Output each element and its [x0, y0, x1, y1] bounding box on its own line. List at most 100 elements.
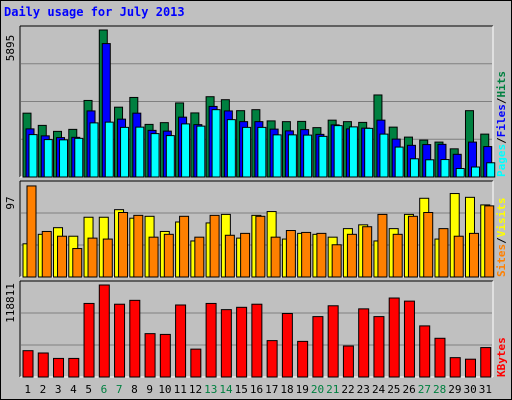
bar-kbytes-day-2 [37, 352, 49, 378]
bar-pages-day-10 [165, 135, 175, 178]
bar-pages-day-16 [257, 126, 267, 178]
x-tick-label-day-10: 10 [158, 383, 171, 396]
x-tick-label-day-26: 26 [402, 383, 415, 396]
bar-sites-day-10 [163, 233, 174, 278]
bar-sites-day-31 [484, 205, 495, 278]
bar-kbytes-day-12 [190, 348, 202, 378]
x-tick-label-day-23: 23 [357, 383, 370, 396]
legend-hits: Hits [495, 71, 508, 98]
bar-kbytes-day-28 [434, 337, 446, 378]
bar-kbytes-day-17 [266, 340, 278, 378]
legend-files: Files [495, 104, 508, 137]
x-tick-label-day-5: 5 [85, 383, 92, 396]
bar-kbytes-day-13 [205, 302, 217, 378]
bar-pages-day-20 [318, 135, 328, 178]
bar-kbytes-day-15 [236, 306, 248, 378]
bar-kbytes-day-4 [68, 357, 80, 378]
bar-pages-day-5 [89, 122, 99, 178]
legend-separator: / [495, 137, 508, 144]
bar-kbytes-day-26 [403, 300, 415, 378]
bar-sites-day-12 [194, 236, 205, 278]
bar-sites-day-4 [72, 248, 83, 278]
y-max-label-kbytes: 118811 [4, 283, 17, 323]
bar-kbytes-day-23 [358, 308, 370, 378]
bar-kbytes-day-6 [98, 284, 110, 378]
x-tick-label-day-6: 6 [101, 383, 108, 396]
bar-sites-day-21 [331, 244, 342, 278]
bar-sites-day-24 [377, 213, 388, 278]
bar-sites-day-17 [270, 236, 281, 278]
legend-separator: / [495, 97, 508, 104]
x-tick-label-day-13: 13 [204, 383, 217, 396]
bar-sites-day-6 [102, 238, 113, 278]
x-tick-label-day-4: 4 [70, 383, 77, 396]
bar-sites-day-15 [240, 232, 251, 278]
bar-sites-day-20 [316, 232, 327, 278]
bar-kbytes-day-22 [342, 345, 354, 378]
x-tick-label-day-9: 9 [146, 383, 153, 396]
x-tick-label-day-29: 29 [448, 383, 461, 396]
x-tick-label-day-30: 30 [463, 383, 476, 396]
bar-pages-day-19 [303, 134, 313, 178]
bar-kbytes-day-1 [22, 350, 34, 378]
x-tick-label-day-31: 31 [479, 383, 492, 396]
bar-kbytes-day-21 [327, 305, 339, 378]
bar-sites-day-29 [453, 235, 464, 278]
bar-kbytes-day-5 [83, 302, 95, 378]
legend-hits_files_pages: Pages/Files/Hits [495, 71, 508, 177]
bar-sites-day-14 [224, 234, 235, 278]
bar-pages-day-18 [287, 134, 297, 178]
bar-sites-day-30 [468, 232, 479, 278]
bar-kbytes-day-7 [114, 303, 126, 378]
bar-kbytes-day-27 [419, 325, 431, 378]
bar-sites-day-23 [362, 226, 373, 278]
y-max-label-hits_files_pages: 5895 [4, 35, 17, 62]
bar-kbytes-day-19 [297, 340, 309, 378]
bar-kbytes-day-30 [464, 358, 476, 378]
bar-pages-day-2 [43, 139, 53, 178]
x-tick-label-day-22: 22 [341, 383, 354, 396]
bar-sites-day-5 [87, 237, 98, 278]
bar-kbytes-day-24 [373, 316, 385, 378]
bar-sites-day-27 [423, 212, 434, 278]
bar-pages-day-24 [379, 133, 389, 178]
bar-pages-day-22 [348, 126, 358, 178]
bar-kbytes-day-29 [449, 357, 461, 378]
bar-pages-day-27 [425, 159, 435, 178]
bar-kbytes-day-14 [220, 309, 232, 378]
bar-sites-day-1 [26, 185, 37, 278]
bar-sites-day-7 [118, 212, 129, 278]
bar-pages-day-8 [135, 126, 145, 178]
legend-kbytes: KBytes [495, 337, 508, 377]
bar-sites-day-16 [255, 215, 266, 278]
bar-kbytes-day-31 [480, 347, 492, 378]
x-tick-label-day-16: 16 [250, 383, 263, 396]
bar-kbytes-day-18 [281, 313, 293, 378]
x-tick-label-day-15: 15 [235, 383, 248, 396]
bar-sites-day-25 [392, 233, 403, 278]
bar-sites-day-26 [407, 215, 418, 278]
bar-sites-day-8 [133, 214, 144, 278]
bar-kbytes-day-3 [53, 357, 65, 378]
x-tick-label-day-18: 18 [280, 383, 293, 396]
legend-kbytes: KBytes [495, 337, 508, 377]
bar-pages-day-4 [74, 137, 84, 178]
bar-kbytes-day-10 [159, 333, 171, 378]
bar-pages-day-6 [104, 121, 114, 178]
bar-sites-day-28 [438, 228, 449, 278]
legend-visits: Visits [495, 198, 508, 238]
bar-pages-day-31 [486, 162, 496, 178]
x-tick-label-day-2: 2 [40, 383, 47, 396]
y-max-label-visits_sites: 97 [4, 196, 17, 209]
bar-sites-day-11 [179, 215, 190, 278]
bar-sites-day-22 [346, 233, 357, 278]
legend-sites: Sites [495, 244, 508, 277]
x-tick-label-day-8: 8 [131, 383, 138, 396]
x-tick-label-day-19: 19 [296, 383, 309, 396]
bar-kbytes-day-8 [129, 299, 141, 378]
bar-pages-day-21 [333, 125, 343, 178]
bar-kbytes-day-11 [175, 304, 187, 378]
bar-sites-day-9 [148, 236, 159, 278]
bar-kbytes-day-16 [251, 303, 263, 378]
